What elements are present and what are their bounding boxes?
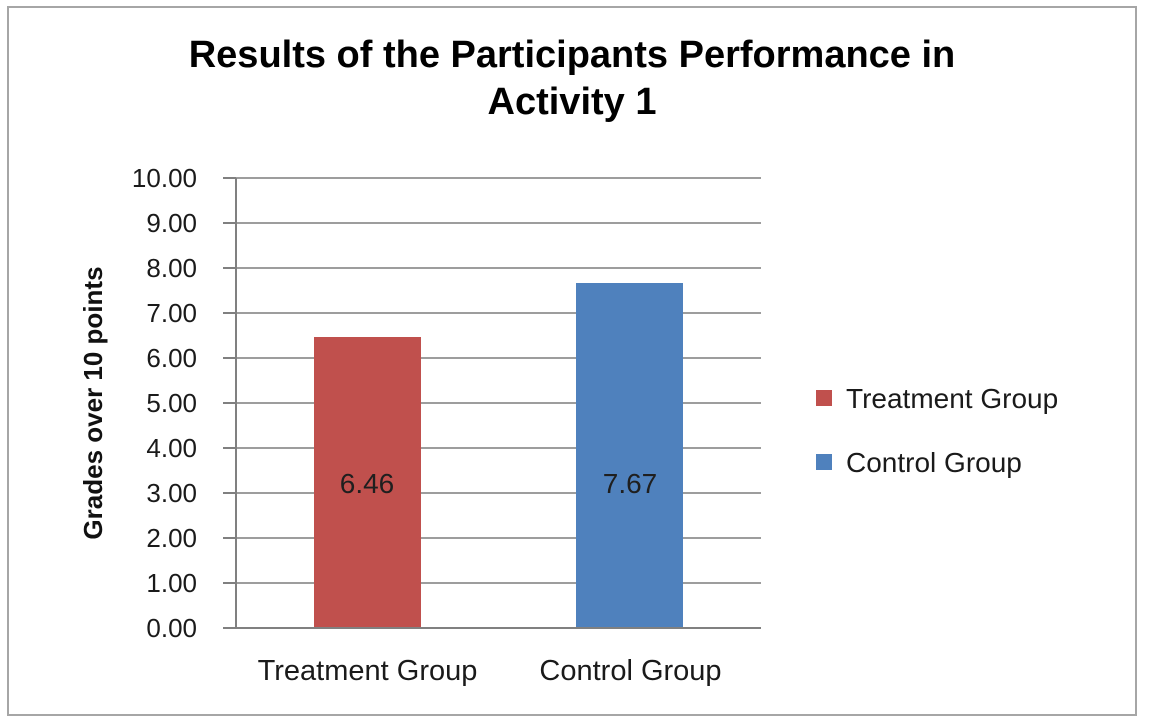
- y-axis-tick: [223, 357, 236, 359]
- y-axis-tick: [223, 312, 236, 314]
- y-gridline: [236, 447, 761, 449]
- legend-swatch: [816, 390, 832, 406]
- y-tick-label: 10.00: [131, 163, 197, 193]
- legend-label: Control Group: [846, 447, 1022, 478]
- y-axis-tick: [223, 267, 236, 269]
- y-gridline: [236, 312, 761, 314]
- bar-data-label: 6.46: [339, 468, 395, 499]
- bar-data-label: 7.67: [602, 468, 658, 499]
- chart-frame: [7, 6, 1137, 716]
- y-gridline: [236, 492, 761, 494]
- legend-swatch: [816, 454, 832, 470]
- y-gridline: [236, 222, 761, 224]
- chart-title: Results of the Participants Performance …: [7, 32, 1137, 126]
- y-axis-line: [235, 178, 237, 628]
- y-gridline: [236, 582, 761, 584]
- y-tick-label: 0.00: [146, 613, 197, 643]
- x-category-label: Control Group: [539, 655, 722, 687]
- bar-treatment-group: [314, 337, 421, 628]
- x-axis-line: [223, 627, 761, 629]
- bar-control-group: [576, 283, 683, 628]
- y-axis-tick: [223, 447, 236, 449]
- y-gridline: [236, 402, 761, 404]
- y-tick-label: 3.00: [146, 478, 197, 508]
- y-tick-label: 5.00: [146, 388, 197, 418]
- y-axis-tick: [223, 582, 236, 584]
- y-axis-tick: [223, 537, 236, 539]
- y-gridline: [236, 177, 761, 179]
- x-category-label: Treatment Group: [257, 655, 478, 687]
- y-tick-label: 4.00: [146, 433, 197, 463]
- chart-title-line-2: Activity 1: [487, 81, 657, 123]
- y-tick-label: 6.00: [146, 343, 197, 373]
- y-axis-tick: [223, 177, 236, 179]
- y-axis-tick: [223, 492, 236, 494]
- legend-label: Treatment Group: [846, 383, 1059, 414]
- y-axis-tick: [223, 222, 236, 224]
- y-tick-label: 1.00: [146, 568, 197, 598]
- y-tick-label: 8.00: [146, 253, 197, 283]
- y-gridline: [236, 267, 761, 269]
- y-tick-label: 9.00: [146, 208, 197, 238]
- y-gridline: [236, 537, 761, 539]
- chart-title-line-1: Results of the Participants Performance …: [188, 34, 956, 76]
- y-axis-tick: [223, 402, 236, 404]
- y-gridline: [236, 357, 761, 359]
- y-tick-label: 2.00: [146, 523, 197, 553]
- y-tick-label: 7.00: [146, 298, 197, 328]
